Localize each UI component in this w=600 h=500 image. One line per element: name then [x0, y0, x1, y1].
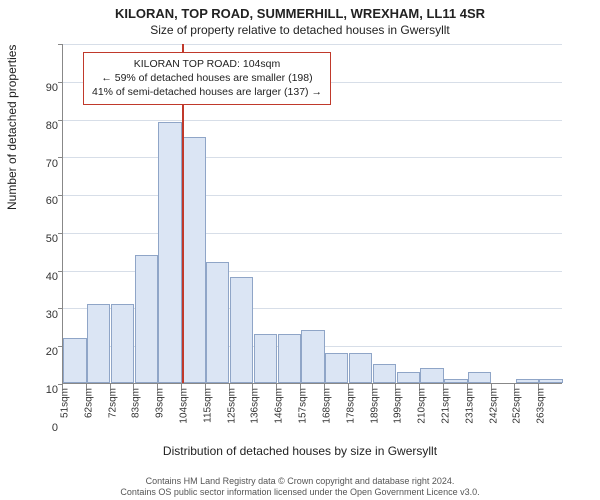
xtick-label: 93sqm — [155, 388, 166, 418]
ytick-label: 60 — [34, 195, 58, 207]
histogram-bar — [111, 304, 134, 383]
footer-line-1: Contains HM Land Registry data © Crown c… — [0, 476, 600, 487]
ytick-label: 0 — [34, 422, 58, 434]
y-axis-label: Number of detached properties — [5, 45, 19, 210]
xtick-label: 104sqm — [179, 388, 190, 424]
xtick-label: 136sqm — [250, 388, 261, 424]
histogram-bar — [278, 334, 301, 383]
xtick-label: 189sqm — [369, 388, 380, 424]
grid-line — [63, 195, 562, 196]
ytick-mark — [58, 120, 63, 121]
histogram-bar — [468, 372, 491, 383]
xtick-label: 168sqm — [321, 388, 332, 424]
annotation-line-3: 41% of semi-detached houses are larger (… — [92, 85, 322, 99]
chart-area: KILORAN TOP ROAD: 104sqm← 59% of detache… — [62, 44, 562, 414]
footer-line-2: Contains OS public sector information li… — [0, 487, 600, 498]
histogram-bar — [301, 330, 324, 383]
ytick-mark — [58, 195, 63, 196]
histogram-bar — [87, 304, 110, 383]
title-line-2: Size of property relative to detached ho… — [0, 23, 600, 37]
annotation-line-2: ← 59% of detached houses are smaller (19… — [92, 71, 322, 85]
histogram-bar — [397, 372, 420, 383]
ytick-mark — [58, 157, 63, 158]
histogram-bar — [539, 379, 562, 383]
histogram-bar — [325, 353, 348, 383]
ytick-mark — [58, 233, 63, 234]
histogram-bar — [373, 364, 396, 383]
plot-region: KILORAN TOP ROAD: 104sqm← 59% of detache… — [62, 44, 562, 384]
xtick-label: 83sqm — [131, 388, 142, 418]
attribution-footer: Contains HM Land Registry data © Crown c… — [0, 476, 600, 499]
histogram-bar — [420, 368, 443, 383]
xtick-label: 62sqm — [83, 388, 94, 418]
ytick-label: 80 — [34, 120, 58, 132]
ytick-label: 40 — [34, 271, 58, 283]
xtick-label: 115sqm — [202, 388, 213, 423]
grid-line — [63, 120, 562, 121]
xtick-label: 221sqm — [440, 388, 451, 424]
xtick-label: 199sqm — [393, 388, 404, 424]
xtick-label: 252sqm — [512, 388, 523, 424]
xtick-label: 263sqm — [536, 388, 547, 424]
xtick-label: 72sqm — [107, 388, 118, 418]
ytick-label: 30 — [34, 309, 58, 321]
ytick-mark — [58, 271, 63, 272]
histogram-bar — [254, 334, 277, 383]
ytick-label: 90 — [34, 82, 58, 94]
xtick-label: 51sqm — [60, 388, 71, 418]
xtick-label: 157sqm — [298, 388, 309, 424]
xtick-label: 146sqm — [274, 388, 285, 424]
histogram-bar — [516, 379, 539, 383]
xtick-label: 210sqm — [417, 388, 428, 424]
xtick-label: 242sqm — [488, 388, 499, 424]
histogram-bar — [206, 262, 229, 383]
x-axis-label: Distribution of detached houses by size … — [0, 444, 600, 458]
xtick-label: 231sqm — [464, 388, 475, 424]
ytick-mark — [58, 44, 63, 45]
histogram-bar — [349, 353, 372, 383]
histogram-bar — [63, 338, 86, 383]
grid-line — [63, 233, 562, 234]
histogram-bar — [230, 277, 253, 383]
histogram-bar — [135, 255, 158, 383]
chart-title-block: KILORAN, TOP ROAD, SUMMERHILL, WREXHAM, … — [0, 0, 600, 37]
grid-line — [63, 157, 562, 158]
ytick-label: 50 — [34, 233, 58, 245]
title-line-1: KILORAN, TOP ROAD, SUMMERHILL, WREXHAM, … — [0, 6, 600, 21]
ytick-mark — [58, 308, 63, 309]
ytick-label: 20 — [34, 346, 58, 358]
annotation-box: KILORAN TOP ROAD: 104sqm← 59% of detache… — [83, 52, 331, 105]
xtick-label: 178sqm — [345, 388, 356, 424]
histogram-bar — [444, 379, 467, 383]
xtick-label: 125sqm — [226, 388, 237, 424]
ytick-label: 10 — [34, 384, 58, 396]
ytick-label: 70 — [34, 158, 58, 170]
annotation-line-1: KILORAN TOP ROAD: 104sqm — [92, 57, 322, 71]
grid-line — [63, 44, 562, 45]
ytick-mark — [58, 82, 63, 83]
histogram-bar — [182, 137, 205, 383]
histogram-bar — [158, 122, 181, 383]
